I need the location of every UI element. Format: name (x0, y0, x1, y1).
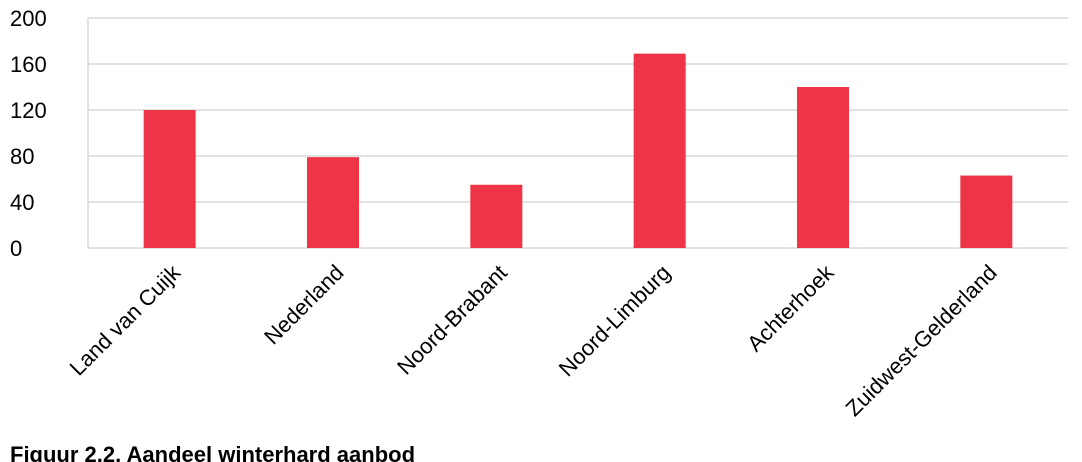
bar-2 (470, 184, 523, 248)
x-tick-label-0: Land van Cuijk (65, 259, 186, 380)
x-tick-label-4: Achterhoek (742, 259, 839, 356)
bar-5 (960, 175, 1013, 248)
bar-3 (633, 53, 686, 249)
x-tick-label-1: Nederland (259, 260, 348, 349)
y-tick-label-80: 80 (10, 144, 34, 169)
x-tick-label-2: Noord-Brabant (392, 260, 512, 380)
y-tick-label-160: 160 (10, 52, 47, 77)
bar-1 (307, 157, 359, 248)
y-tick-label-0: 0 (10, 236, 22, 261)
y-tick-label-120: 120 (10, 98, 47, 123)
y-tick-label-40: 40 (10, 190, 34, 215)
bar-0 (143, 110, 196, 248)
y-tick-label-200: 200 (10, 6, 47, 31)
figure-caption: Figuur 2.2. Aandeel winterhard aanbod (10, 443, 416, 462)
x-tick-label-5: Zuidwest-Gelderland (841, 260, 1002, 421)
x-tick-label-3: Noord-Limburg (554, 260, 675, 381)
bar-4 (797, 87, 849, 248)
